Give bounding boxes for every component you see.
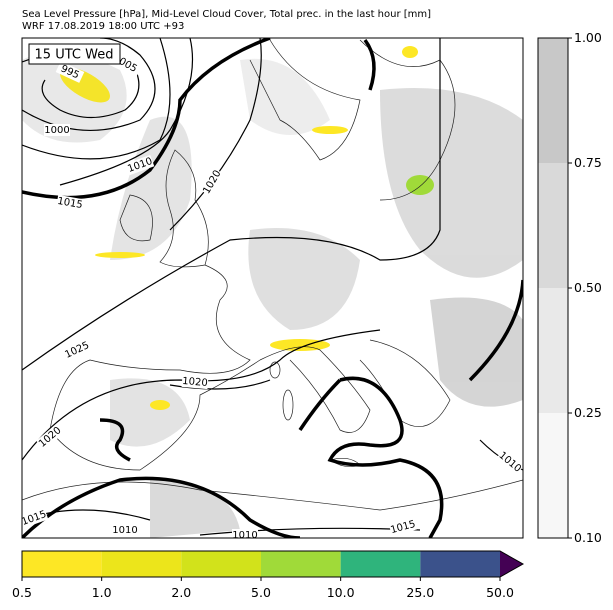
colorbar-tick-label: 1.0 (92, 585, 112, 600)
colorbar-tick-label: 10.0 (327, 585, 355, 600)
colorbar-band (22, 551, 102, 577)
time-label: 15 UTC Wed (35, 48, 114, 63)
isobar-label-bg (200, 167, 224, 197)
map: 995 0051000101010201015102510201020101010… (21, 37, 524, 541)
isobar-label-bg (22, 507, 49, 529)
colorbar-tick-label: 0.10 (574, 530, 602, 545)
colorbar-tick-label: 50.0 (486, 585, 514, 600)
cloud-cover (22, 52, 523, 538)
colorbar-tick-label: 2.0 (171, 585, 191, 600)
colorbar-band (181, 551, 261, 577)
isobar-label: 1020 (182, 376, 208, 389)
colorbar-tick-label: 5.0 (251, 585, 271, 600)
colorbar-band (420, 551, 500, 577)
colorbar-band (340, 551, 421, 577)
isobar-label: 1015 (56, 196, 83, 211)
colorbar-band (101, 551, 182, 577)
colorbar-tick-label: 0.75 (574, 155, 602, 170)
thick-contours (22, 38, 523, 538)
time-box (28, 43, 121, 65)
isobar-label-bg (62, 339, 92, 361)
colorbar-band (538, 163, 568, 288)
isobar-label-bg (56, 194, 84, 212)
colorbar-band (261, 551, 341, 577)
colorbar-band (538, 413, 568, 538)
cloud-colorbar: 0.10 0.25 0.50 0.75 1.00 (537, 30, 602, 545)
isobar-label-bg (181, 374, 209, 390)
isobar-label-bg (125, 154, 155, 176)
precip-colorbar: 0.5 1.0 2.0 5.0 10.0 25.0 50.0 (12, 550, 525, 600)
isobar-label-bg (388, 517, 418, 537)
coastlines (22, 39, 523, 511)
isobar-label-bg (113, 53, 143, 77)
colorbar-extend (500, 551, 523, 577)
subtitle: WRF 17.08.2019 18:00 UTC +93 (22, 21, 184, 32)
colorbar-tick-label: 0.50 (574, 280, 602, 295)
colorbar-tick-label: 0.25 (574, 405, 602, 420)
isobar-label-bg (55, 61, 85, 83)
map-frame (21, 37, 524, 539)
isobar-label-bg (44, 124, 70, 136)
colorbar-frame (21, 550, 525, 578)
isobar-label-bg (232, 529, 258, 538)
isobar-label: 1010 (232, 530, 257, 541)
colorbar-band (538, 288, 568, 413)
isobar-label: 1010 (112, 525, 137, 536)
colorbar-tick-label: 1.00 (574, 30, 602, 45)
isobar-label-bg (36, 424, 64, 450)
title: Sea Level Pressure [hPa], Mid-Level Clou… (22, 9, 431, 20)
colorbar-tick-label: 0.5 (12, 585, 32, 600)
isobar-label-bg (112, 524, 138, 536)
precipitation (60, 46, 434, 410)
colorbar-tick-label: 25.0 (406, 585, 434, 600)
isobar-label: 1000 (44, 125, 69, 136)
colorbar-band (538, 38, 568, 163)
isobar-label-bg (496, 449, 523, 475)
